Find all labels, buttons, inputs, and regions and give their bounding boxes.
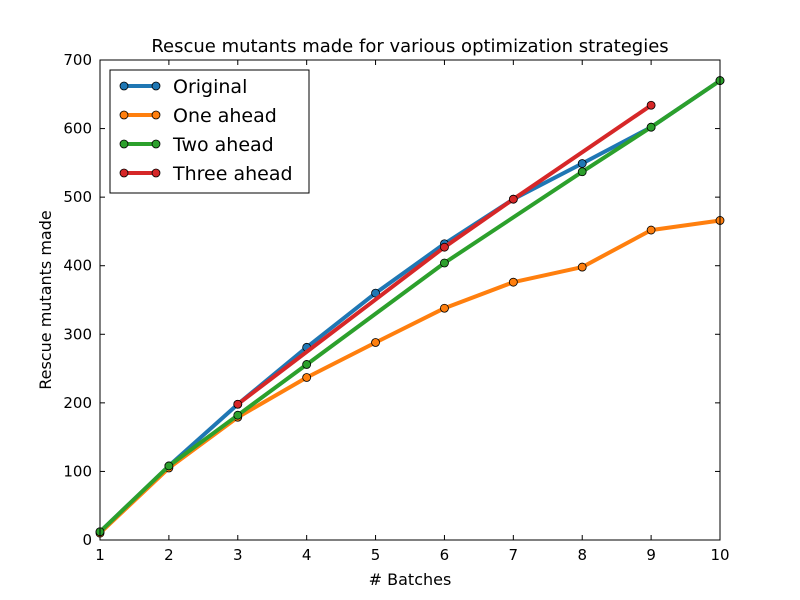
x-tick-label: 5 xyxy=(371,546,381,564)
legend-marker xyxy=(151,139,161,149)
data-point xyxy=(302,373,312,382)
data-point xyxy=(440,258,449,268)
legend-item: Two ahead xyxy=(119,134,274,156)
legend-label: Three ahead xyxy=(172,163,293,185)
legend-label: One ahead xyxy=(173,105,277,127)
data-point xyxy=(577,262,587,272)
legend-label: Two ahead xyxy=(172,134,274,156)
x-tick-label: 3 xyxy=(233,546,243,564)
legend: Original One ahead Two ahead Three ahead xyxy=(109,69,310,194)
plot-frame xyxy=(99,59,721,541)
series-3 xyxy=(233,100,656,409)
series-layer xyxy=(95,76,725,538)
y-axis-ticks: 0 100 200 300 400 500 600 700 xyxy=(63,51,720,549)
x-tick-label: 4 xyxy=(302,546,312,564)
x-tick-label: 9 xyxy=(646,546,656,564)
data-point xyxy=(233,399,243,409)
series-2 xyxy=(95,76,725,537)
x-tick-label: 8 xyxy=(577,546,587,564)
legend-item: Three ahead xyxy=(119,163,293,185)
legend-item: Original xyxy=(119,76,247,98)
data-point xyxy=(440,303,449,313)
y-tick-label: 100 xyxy=(63,462,92,480)
y-tick-label: 700 xyxy=(63,51,92,69)
y-axis-label: Rescue mutants made xyxy=(36,210,55,389)
y-tick-label: 400 xyxy=(63,257,92,275)
legend-marker xyxy=(119,110,129,120)
legend-label: Original xyxy=(173,76,247,98)
data-point xyxy=(302,360,312,369)
x-tick-label: 7 xyxy=(509,546,519,564)
series-1 xyxy=(95,216,725,538)
data-point xyxy=(371,338,380,347)
data-point xyxy=(508,277,518,287)
data-point xyxy=(646,122,656,132)
data-point xyxy=(233,410,243,420)
legend-marker xyxy=(151,168,161,178)
data-point xyxy=(508,194,518,204)
legend-marker xyxy=(119,139,129,149)
data-point xyxy=(646,225,656,235)
legend-marker xyxy=(151,81,161,91)
legend-marker xyxy=(119,168,129,178)
y-tick-label: 0 xyxy=(82,531,92,549)
x-tick-label: 10 xyxy=(710,546,729,564)
y-tick-label: 200 xyxy=(63,394,92,412)
data-point xyxy=(440,242,449,252)
y-tick-label: 300 xyxy=(63,325,92,343)
legend-marker xyxy=(151,110,161,120)
y-tick-label: 500 xyxy=(63,188,92,206)
x-tick-label: 6 xyxy=(440,546,450,564)
legend-item: One ahead xyxy=(119,105,277,127)
y-tick-label: 600 xyxy=(63,120,92,138)
axes-frame xyxy=(99,59,721,541)
data-point xyxy=(164,461,174,471)
x-axis-label: # Batches xyxy=(369,570,452,589)
chart-title: Rescue mutants made for various optimiza… xyxy=(151,36,668,57)
data-point xyxy=(577,159,587,168)
legend-marker xyxy=(119,81,129,91)
x-tick-label: 1 xyxy=(95,546,105,564)
data-point xyxy=(646,100,656,110)
data-point xyxy=(577,167,587,177)
series-line xyxy=(98,78,722,534)
series-line xyxy=(98,78,722,534)
series-line xyxy=(236,103,653,406)
x-tick-label: 2 xyxy=(164,546,174,564)
